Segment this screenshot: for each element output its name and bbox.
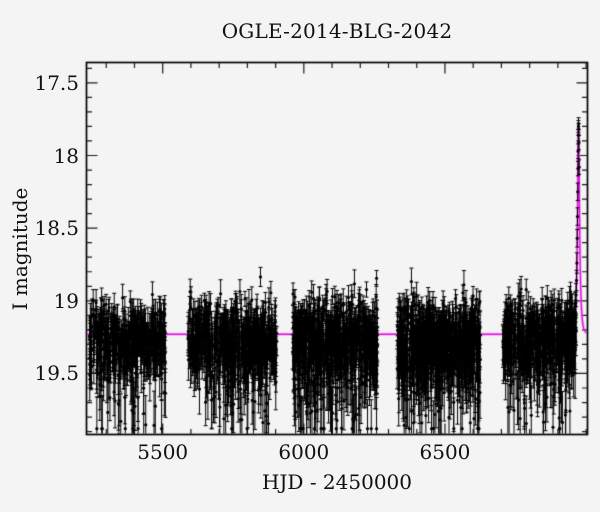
x-axis-label: HJD - 2450000 — [261, 470, 413, 494]
x-tick-label-5500: 5500 — [137, 440, 189, 464]
y-axis-label: I magnitude — [8, 187, 32, 311]
chart-title: OGLE-2014-BLG-2042 — [221, 19, 453, 43]
y-tick-label-19: 19 — [53, 288, 79, 313]
y-tick-label-19.5: 19.5 — [34, 361, 79, 386]
x-tick-label-6000: 6000 — [278, 440, 330, 464]
y-tick-label-17.5: 17.5 — [34, 70, 79, 95]
y-tick-label-18: 18 — [53, 143, 79, 168]
x-tick-label-6500: 6500 — [419, 440, 471, 464]
y-tick-label-18.5: 18.5 — [34, 216, 79, 241]
